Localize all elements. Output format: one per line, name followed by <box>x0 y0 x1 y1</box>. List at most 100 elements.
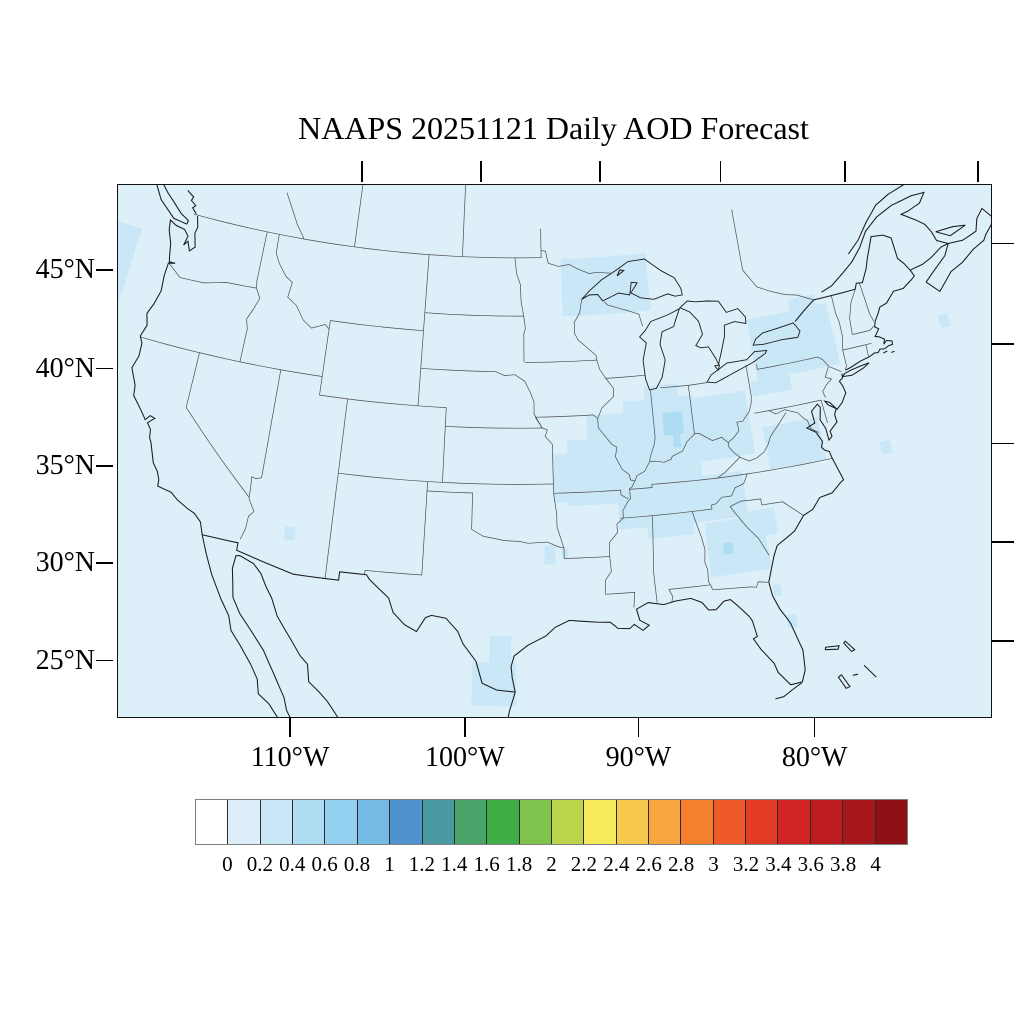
aod-region-offshore-atlantic <box>879 439 893 455</box>
x-axis-tick <box>637 717 640 737</box>
mexico-border <box>202 534 516 693</box>
colorbar-tick-label: 2.2 <box>570 852 598 876</box>
colorbar-cell <box>842 800 875 844</box>
aod-region-west-missouri <box>552 453 570 503</box>
right-axis-tick <box>991 640 1014 642</box>
top-axis-tick <box>977 161 979 182</box>
colorbar-tick-label: 3.6 <box>797 852 824 876</box>
x-axis-label: 110°W <box>250 742 330 773</box>
y-axis-tick <box>96 465 113 467</box>
colorbar-cell <box>583 800 616 844</box>
colorbar-cell <box>227 800 260 844</box>
colorbar-cell <box>259 800 293 844</box>
aod-region-north-alabama <box>647 522 695 539</box>
aod-region-south-texas <box>471 662 517 707</box>
aod-region-texas-coastal-bend <box>489 636 512 663</box>
colorbar-tick-label: 3.4 <box>765 852 792 876</box>
colorbar-tick-label: 3 <box>708 852 719 876</box>
y-axis-label: 45°N <box>35 253 95 285</box>
colorbar-tick-label: 1.8 <box>505 852 533 876</box>
colorbar-cell <box>648 800 681 844</box>
colorbar-tick-label: 1.4 <box>441 852 468 876</box>
colorbar-cell <box>680 800 713 844</box>
aod-region-upstate-newyork <box>746 302 841 381</box>
aod-region-florida-cape <box>785 613 798 629</box>
colorbar-cell <box>712 800 746 844</box>
colorbar-tick-label: 2.6 <box>635 852 662 876</box>
aod-background-fill <box>118 185 991 717</box>
colorbar-cell <box>389 800 422 844</box>
colorbar-cell <box>196 800 228 844</box>
colorbar-tick-label: 1.2 <box>408 852 435 876</box>
y-axis-tick <box>96 659 113 662</box>
colorbar-cell <box>809 800 843 844</box>
colorbar-tick-label: 2 <box>546 852 557 876</box>
colorbar-cell <box>292 800 325 844</box>
aod-region-florida-jacksonville <box>772 584 783 597</box>
great-lakes-outlines <box>581 258 801 391</box>
x-axis-tick <box>813 717 816 737</box>
map-plot-area <box>117 184 992 718</box>
y-axis-tick <box>96 367 113 370</box>
colorbar-tick-label: 0.8 <box>343 852 371 876</box>
aod-region-tennessee-kentucky-band <box>616 470 749 530</box>
colorbar-cell <box>550 800 584 844</box>
y-axis-label: 30°N <box>35 547 95 579</box>
aod-region-offshore-pacific-northwest <box>118 221 142 305</box>
top-axis-tick <box>844 161 846 182</box>
right-axis-tick <box>991 541 1014 543</box>
colorbar-tick-label: 4 <box>870 852 881 876</box>
aod-region-northeast-texas-2 <box>561 549 569 559</box>
top-axis-tick <box>480 161 482 182</box>
colorbar-cell <box>421 800 454 844</box>
colorbar-cell <box>486 800 519 844</box>
x-axis-label: 80°W <box>781 742 848 773</box>
y-axis-label: 35°N <box>35 449 95 481</box>
colorbar-tick-label: 1 <box>384 852 395 876</box>
colorbar-cell <box>356 800 390 844</box>
y-axis-tick <box>96 269 113 271</box>
colorbar-cell <box>777 800 810 844</box>
aod-region-lake-superior <box>560 253 651 317</box>
colorbar-cell <box>518 800 551 844</box>
colorbar-cell <box>324 800 357 844</box>
aod-region-ohio-westvirginia <box>693 390 756 462</box>
colorbar-tick-label: 3.8 <box>830 852 857 876</box>
top-axis-tick <box>719 161 722 182</box>
aod-region-south-indiana-core <box>672 433 682 448</box>
colorbar-cell <box>615 800 649 844</box>
aod-region-st-lawrence-valley <box>787 294 817 311</box>
colorbar-cell <box>745 800 778 844</box>
right-axis-tick <box>991 442 1014 445</box>
aod-shaded-regions <box>118 221 951 707</box>
coastlines <box>131 185 991 717</box>
y-axis-label: 40°N <box>35 352 95 384</box>
top-axis-tick <box>599 161 601 182</box>
aod-region-illinois-indiana <box>622 394 703 484</box>
us-aod-map <box>118 185 991 717</box>
y-axis-label: 25°N <box>35 644 95 676</box>
x-axis-label: 90°W <box>605 742 672 773</box>
x-axis-tick <box>289 717 291 737</box>
right-axis-tick <box>991 343 1014 345</box>
aod-region-south-carolina <box>738 507 779 539</box>
colorbar-tick-label: 0.6 <box>311 852 338 876</box>
aod-region-north-indiana <box>643 383 679 400</box>
chart-title: NAAPS 20251121 Daily AOD Forecast <box>298 110 809 146</box>
x-axis-label: 100°W <box>424 742 505 773</box>
state-borders <box>140 185 875 608</box>
colorbar-tick-label: 0 <box>222 852 233 876</box>
aod-region-central-indiana-core <box>661 411 685 436</box>
aod-region-northeast-texas-1 <box>544 545 556 565</box>
colorbar-tick-label: 1.6 <box>473 852 500 876</box>
aod-region-arizona-phoenix <box>283 526 297 541</box>
colorbar-tick-label: 0.4 <box>279 852 306 876</box>
colorbar-tick-label: 0.2 <box>246 852 273 876</box>
right-axis-tick <box>991 242 1014 245</box>
colorbar-tick-label: 3.2 <box>732 852 760 876</box>
aod-region-central-georgia-core <box>722 542 734 555</box>
colorbar-cell <box>453 800 487 844</box>
colorbar-tick-label: 2.8 <box>668 852 695 876</box>
y-axis-tick <box>96 562 113 564</box>
